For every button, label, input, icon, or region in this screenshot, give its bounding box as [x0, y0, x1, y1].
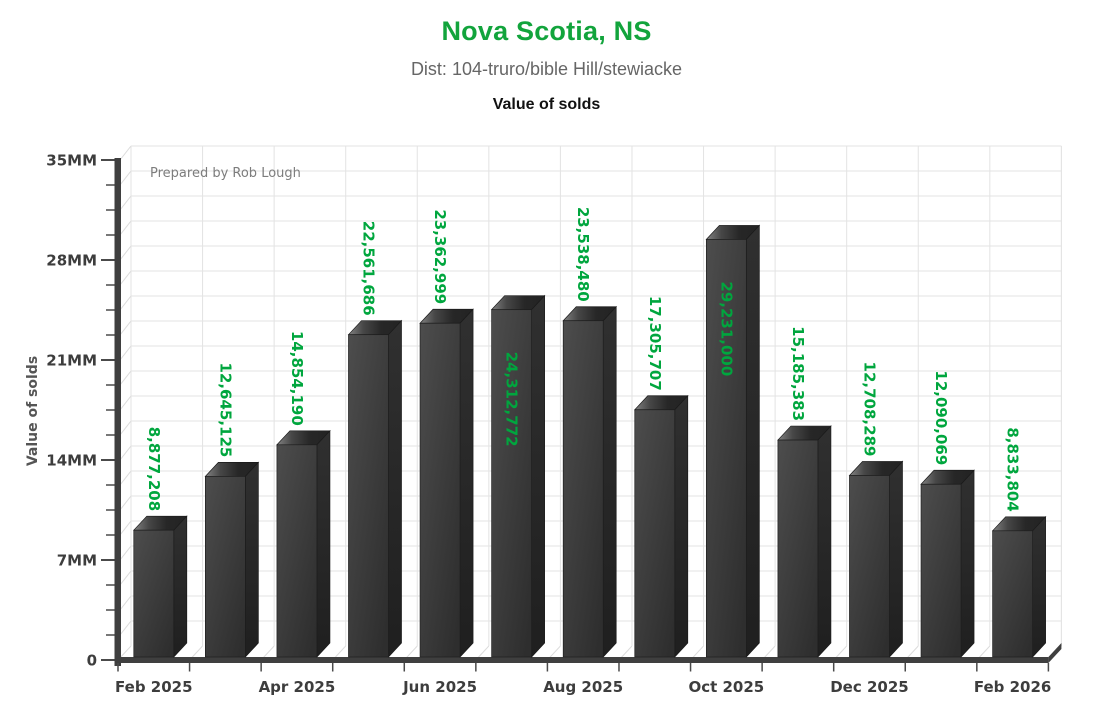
bar-column [490, 294, 546, 658]
bar-side-face [817, 425, 832, 658]
bar-front-face [920, 483, 962, 658]
grid-depth-segment [119, 595, 132, 611]
bar-column [991, 515, 1047, 658]
bar-column [132, 515, 188, 658]
bar-value-label: 15,185,383 [789, 326, 807, 421]
bar-side-face [245, 461, 259, 658]
bar-front-face [205, 476, 246, 658]
bar-side-face [745, 224, 760, 658]
grid-depth-segment [119, 370, 132, 386]
y-axis-tick-label: 0 [87, 652, 97, 670]
bar-column [347, 319, 403, 658]
y-axis-tick-label: 35MM [46, 152, 97, 170]
bar-value-label: 23,362,999 [431, 209, 449, 304]
bar-value-label: 29,231,000 [717, 281, 735, 376]
grid-depth-segment [119, 545, 132, 561]
bar-column [419, 308, 474, 658]
bar-front-face [276, 444, 318, 658]
y-axis-tick-label: 14MM [46, 452, 97, 470]
x-axis-tick-label: Oct 2025 [688, 678, 764, 696]
x-axis-tick-label: Feb 2025 [115, 678, 193, 696]
grid-depth-segment [119, 220, 132, 236]
x-axis-line [114, 657, 1049, 663]
bar-value-label: 17,305,707 [646, 296, 664, 391]
grid-depth-segment [119, 345, 132, 361]
bar-value-label: 12,708,289 [860, 362, 878, 457]
grid-depth-segment [119, 270, 132, 286]
grid-depth-segment [119, 170, 132, 186]
bar-front-face [133, 529, 175, 658]
bar-side-face [388, 319, 402, 658]
bar-value-label: 24,312,772 [503, 352, 521, 447]
bar-column [777, 425, 832, 658]
bar-side-face [674, 394, 689, 658]
grid-depth-segment [119, 620, 132, 636]
bar-side-face [173, 515, 188, 658]
bar-value-label: 22,561,686 [359, 221, 377, 316]
bar-front-face [705, 239, 747, 658]
bar-value-label: 8,877,208 [145, 427, 163, 511]
bar-side-face [889, 460, 903, 658]
bar-column [276, 429, 331, 658]
bar-side-face [459, 308, 474, 658]
bar-value-label: 14,854,190 [288, 331, 306, 426]
y-axis-title: Value of solds [25, 355, 41, 467]
page-subtitle: Dist: 104-truro/bible Hill/stewiacke [410, 59, 683, 79]
grid-depth-segment [119, 295, 132, 311]
bar-column [920, 469, 975, 658]
x-axis-tick-label: Jun 2025 [402, 678, 477, 696]
bar-front-face [491, 309, 532, 658]
bar-front-face [419, 322, 461, 658]
bar-column [562, 305, 618, 658]
bar-front-face [562, 320, 604, 658]
x-axis-tick-label: Aug 2025 [543, 678, 623, 696]
bar-front-face [992, 530, 1033, 658]
grid-depth-segment [119, 145, 132, 161]
grid-depth-segment [119, 395, 132, 411]
y-axis-tick-label: 21MM [46, 352, 97, 370]
grid-depth-segment [119, 445, 132, 461]
bar-column [633, 394, 689, 658]
bar-front-face [777, 439, 819, 658]
bar-column [204, 461, 260, 658]
bar-value-label: 23,538,480 [574, 207, 592, 302]
grid-depth-segment [119, 520, 132, 536]
bar-front-face [849, 475, 890, 658]
grid-depth-segment [119, 320, 132, 336]
bar-side-face [316, 429, 331, 658]
grid-depth-segment [119, 570, 132, 586]
bar-side-face [1032, 515, 1046, 658]
grid-depth-segment [119, 245, 132, 261]
bar-front-face [634, 409, 676, 658]
bar-column [848, 460, 904, 658]
bar-side-face [531, 294, 545, 658]
x-axis-end-cap [1048, 643, 1062, 663]
bar-column [705, 224, 761, 658]
bar-value-label: 12,090,069 [932, 370, 950, 465]
bar-value-label: 8,833,804 [1004, 427, 1022, 511]
bar-side-face [960, 469, 975, 658]
x-axis-tick-label: Feb 2026 [974, 678, 1052, 696]
y-axis-line [114, 158, 121, 666]
grid-depth-segment [119, 195, 132, 211]
page-title: Nova Scotia, NS [441, 16, 652, 46]
grid-depth-segment [119, 470, 132, 486]
grid-depth-segment [119, 420, 132, 436]
x-axis-tick-label: Apr 2025 [259, 678, 336, 696]
bar-side-face [602, 305, 617, 658]
chart-title: Value of solds [492, 96, 601, 113]
bar-value-label: 12,645,125 [216, 362, 234, 457]
prepared-by-note: Prepared by Rob Lough [150, 166, 301, 181]
x-axis-tick-label: Dec 2025 [830, 678, 909, 696]
grid-depth-segment [119, 495, 132, 511]
y-axis-tick-label: 28MM [46, 252, 97, 270]
bar-front-face [348, 334, 389, 658]
y-axis-tick-label: 7MM [57, 552, 97, 570]
